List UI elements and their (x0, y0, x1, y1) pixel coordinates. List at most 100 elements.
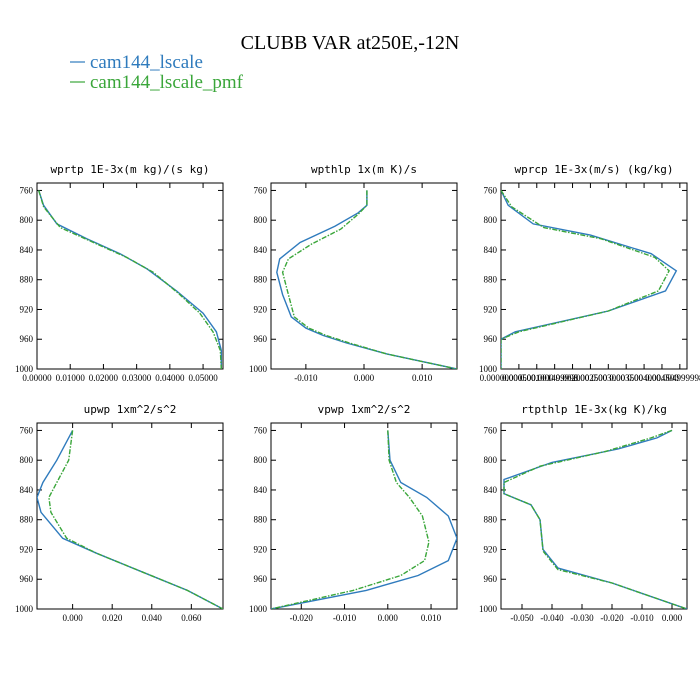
y-tick-label: 880 (484, 515, 498, 525)
legend-label-lscale: cam144_lscale (90, 52, 203, 73)
series-line-lscale (503, 429, 687, 609)
legend-label-lscale-pmf: cam144_lscale_pmf (90, 72, 244, 93)
x-tick-label: 0.01000 (56, 373, 86, 383)
x-tick-label: 0.004999998 (656, 373, 700, 383)
y-tick-label: 920 (484, 304, 498, 314)
y-tick-label: 960 (20, 574, 34, 584)
panel-title: rtpthlp 1E-3x(kg K)/kg (521, 403, 667, 416)
series-line-lscale (37, 430, 223, 609)
y-tick-label: 760 (254, 185, 268, 195)
series-line-lscale-pmf (503, 429, 687, 609)
chart-panel-2: wprcp 1E-3x(m/s) (kg/kg) 760 800 840 880 920 9… (479, 163, 700, 383)
y-tick-label: 920 (20, 544, 34, 554)
y-tick-label: 880 (254, 515, 268, 525)
x-tick-label: -0.020 (290, 613, 314, 623)
plot-frame (270, 182, 458, 370)
panel-title: wprcp 1E-3x(m/s) (kg/kg) (515, 163, 674, 176)
y-tick-label: 840 (254, 485, 268, 495)
x-tick-label: 0.000 (662, 613, 683, 623)
y-tick-label: 960 (254, 334, 268, 344)
y-tick-label: 840 (484, 485, 498, 495)
y-tick-label: 760 (484, 425, 498, 435)
y-tick-label: 960 (254, 574, 268, 584)
y-tick-label: 920 (484, 544, 498, 554)
figure-title: CLUBB VAR at250E,-12N (241, 32, 460, 54)
x-tick-label: 0.060 (181, 613, 202, 623)
y-tick-label: 920 (254, 304, 268, 314)
y-tick-label: 840 (20, 485, 34, 495)
series-line-lscale (501, 190, 678, 369)
x-tick-label: 0.002000 (556, 373, 590, 383)
y-tick-label: 760 (484, 185, 498, 195)
x-tick-label: 0.010 (421, 613, 442, 623)
x-tick-label: 0.004500 (645, 373, 679, 383)
y-tick-label: 760 (20, 425, 34, 435)
x-tick-label: -0.010 (294, 373, 318, 383)
y-tick-label: 960 (484, 334, 498, 344)
y-tick-label: 880 (20, 515, 34, 525)
y-tick-label: 1000 (479, 364, 498, 374)
x-tick-label: -0.050 (510, 613, 534, 623)
plot-frame (36, 182, 224, 370)
chart-panel-5: rtpthlp 1E-3x(kg K)/kg 760 800 840 880 920 960… (479, 403, 688, 623)
y-tick-label: 800 (20, 455, 34, 465)
x-tick-label: 0.05000 (188, 373, 218, 383)
x-tick-label: -0.010 (630, 613, 654, 623)
y-tick-label: 800 (20, 215, 34, 225)
x-tick-label: -0.010 (333, 613, 357, 623)
x-tick-label: 0.003500 (609, 373, 643, 383)
x-tick-label: 0.010 (412, 373, 433, 383)
y-tick-label: 880 (484, 275, 498, 285)
chart-panel-3: upwp 1xm^2/s^2 760 800 840 880 920 960 1000 0.00… (15, 403, 224, 623)
panel-title: wprtp 1E-3x(m kg)/(s kg) (51, 163, 210, 176)
y-tick-label: 1000 (479, 604, 498, 614)
x-tick-label: 0.020 (102, 613, 123, 623)
y-tick-label: 880 (254, 275, 268, 285)
panels: wprtp 1E-3x(m kg)/(s kg) 760 800 840 880 920 9… (15, 163, 700, 623)
plot-frame (36, 422, 224, 610)
series-line-lscale-pmf (48, 430, 223, 609)
x-tick-label: 0.00000000 (480, 373, 523, 383)
x-tick-label: 0.000500 (502, 373, 536, 383)
x-tick-label: 0.04000 (155, 373, 185, 383)
y-tick-label: 840 (20, 245, 34, 255)
x-tick-label: 0.00000 (22, 373, 52, 383)
x-tick-label: 0.040 (142, 613, 163, 623)
series-line-lscale (276, 190, 457, 369)
y-tick-label: 960 (20, 334, 34, 344)
y-tick-label: 840 (254, 245, 268, 255)
y-tick-label: 1000 (15, 364, 34, 374)
chart-panel-4: vpwp 1xm^2/s^2 760 800 840 880 920 960 1000 -0.0… (249, 403, 458, 623)
x-tick-label: 0.03000 (122, 373, 152, 383)
x-tick-label: 0.000 (378, 613, 399, 623)
series-line-lscale (38, 190, 223, 369)
x-tick-label: 0.000 (354, 373, 375, 383)
y-tick-label: 1000 (249, 364, 268, 374)
y-tick-label: 800 (254, 215, 268, 225)
y-tick-label: 1000 (15, 604, 34, 614)
x-tick-label: -0.030 (570, 613, 594, 623)
y-tick-label: 1000 (249, 604, 268, 614)
series-line-lscale-pmf (501, 190, 670, 369)
x-tick-label: 0.001000 (520, 373, 554, 383)
x-tick-label: 0.000 (62, 613, 83, 623)
plot-frame (500, 422, 688, 610)
chart-panel-0: wprtp 1E-3x(m kg)/(s kg) 760 800 840 880 920 9… (15, 163, 224, 383)
x-tick-label: 0.004000 (627, 373, 661, 383)
y-tick-label: 800 (254, 455, 268, 465)
y-tick-label: 880 (20, 275, 34, 285)
series-line-lscale-pmf (281, 190, 457, 369)
series-line-lscale-pmf (271, 430, 430, 609)
x-tick-label: 0.02000 (89, 373, 119, 383)
y-tick-label: 760 (20, 185, 34, 195)
y-tick-label: 800 (484, 455, 498, 465)
chart-panel-1: wpthlp 1x(m K)/s 760 800 840 880 920 960 1000 -0… (249, 163, 458, 383)
y-tick-label: 920 (254, 544, 268, 554)
plot-frame (500, 182, 688, 370)
y-tick-label: 800 (484, 215, 498, 225)
y-tick-label: 960 (484, 574, 498, 584)
panel-title: upwp 1xm^2/s^2 (84, 403, 177, 416)
panel-title: vpwp 1xm^2/s^2 (318, 403, 411, 416)
y-tick-label: 840 (484, 245, 498, 255)
